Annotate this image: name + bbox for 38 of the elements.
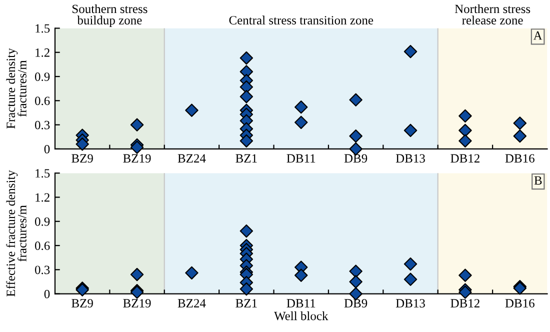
x-tick-label: BZ24 [178,154,206,163]
y-tick-label: 0 [44,290,50,298]
y-tick-label: 1.5 [36,24,50,33]
x-axis-title: Well block [274,311,328,320]
y-axis-title: Fracture density fractures/m [6,48,26,129]
y-tick-label: 1.2 [36,193,50,202]
y-tick-label: 1.5 [36,169,50,178]
y-tick-label: 0.3 [34,266,50,274]
x-tick-label: DB9 [344,299,368,308]
y-axis-title: Effective fracture density fractures/m [6,170,26,296]
band-label: Northern stress release zone [454,4,530,24]
x-tick-label: BZ9 [72,299,93,308]
y-tick-label: 0.9 [34,72,50,82]
band-label: Central stress transition zone [229,16,374,24]
y-tick-label: 0 [44,144,50,154]
x-tick-label: BZ19 [123,299,151,308]
x-tick-label: DB13 [396,299,425,308]
annotation: A [533,31,542,40]
y-tick-label: 0.3 [34,120,50,130]
x-tick-label: DB13 [396,154,425,163]
x-tick-label: BZ19 [123,154,151,163]
y-tick-label: 1.2 [36,48,50,57]
y-tick-label: 0.6 [34,242,50,250]
x-tick-label: BZ1 [236,154,257,163]
x-tick-label: DB11 [286,154,316,163]
x-tick-label: DB9 [344,154,368,163]
x-tick-label: BZ9 [72,154,93,163]
x-tick-label: DB16 [505,299,534,308]
x-tick-label: DB12 [450,154,480,163]
x-tick-label: BZ24 [178,299,206,308]
x-tick-label: DB12 [450,299,480,308]
annotation: B [534,176,542,185]
y-tick-label: 0.6 [34,96,50,106]
x-tick-label: DB16 [505,154,534,163]
x-tick-label: DB11 [286,299,316,308]
x-tick-label: BZ1 [236,299,257,308]
y-tick-label: 0.9 [34,217,50,226]
band-label: Southern stress buildup zone [72,4,148,28]
